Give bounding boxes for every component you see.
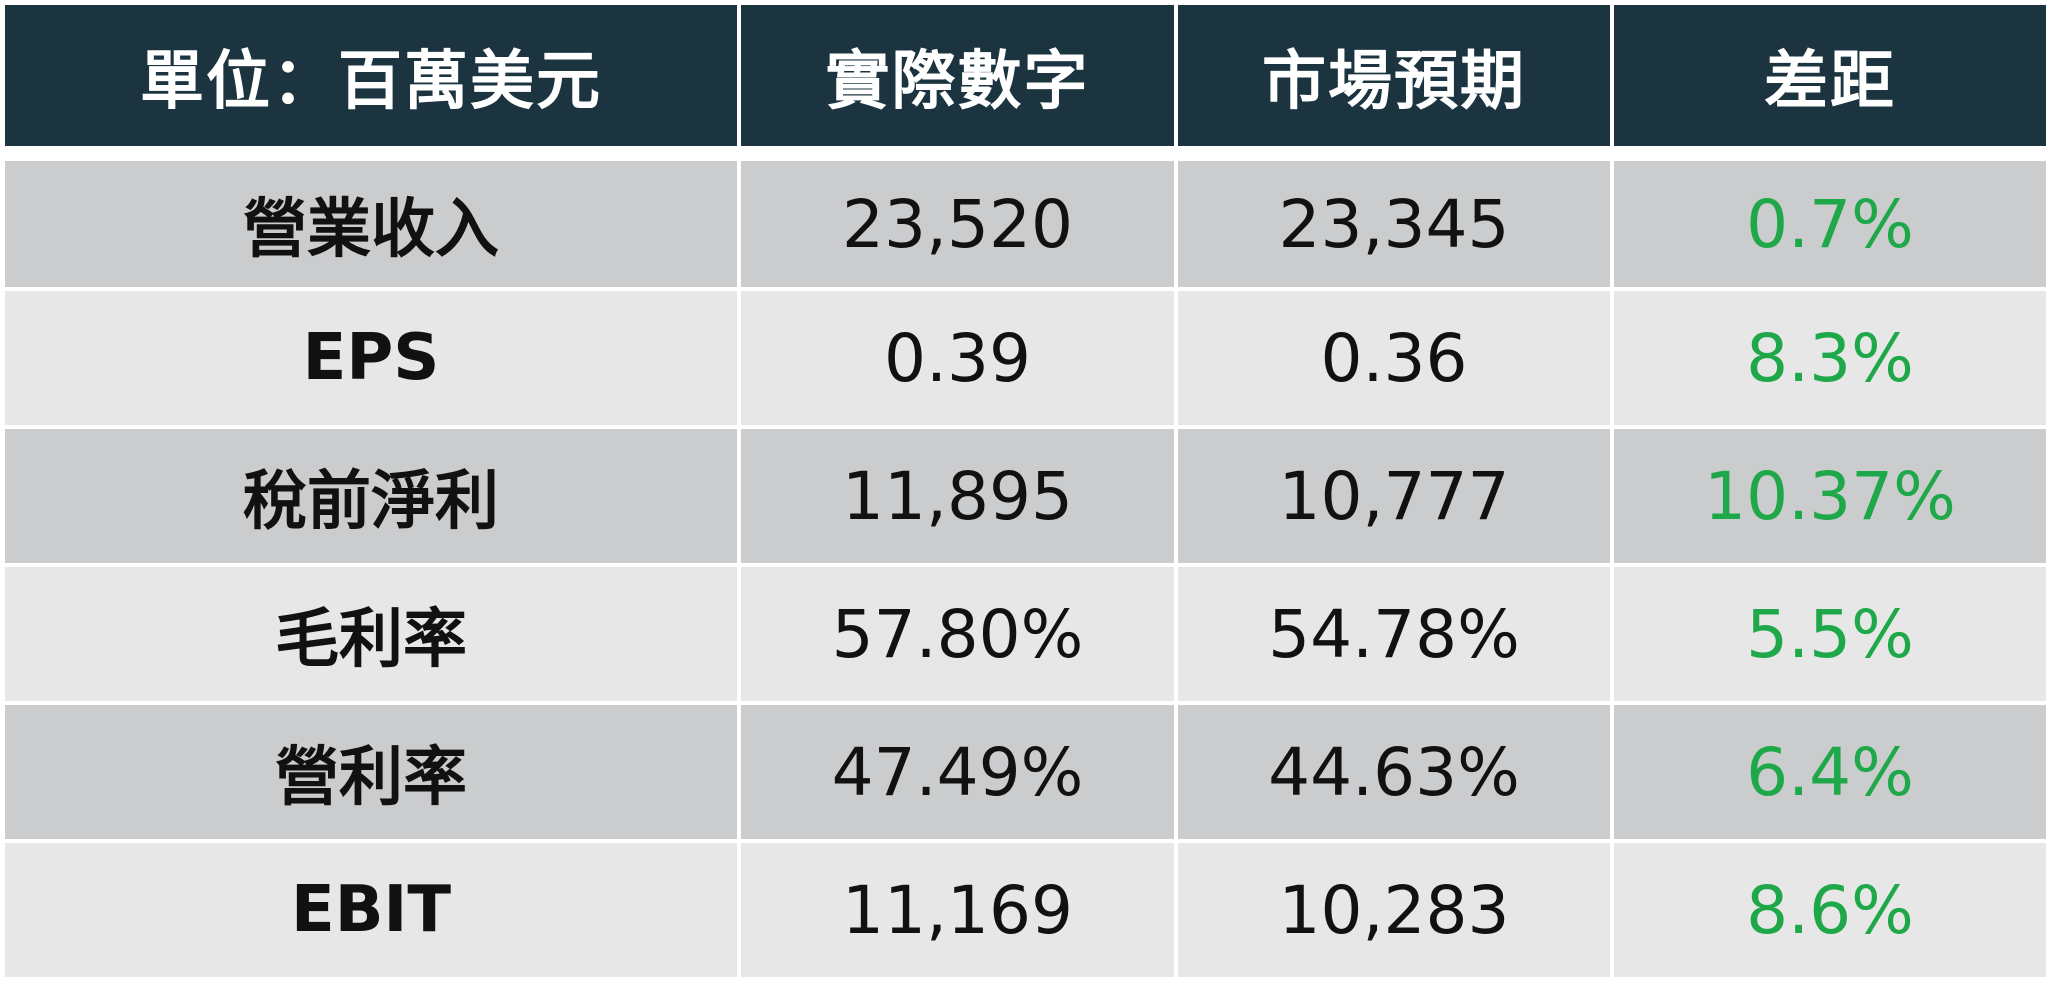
row-label: 營利率	[5, 705, 737, 839]
expected-value: 10,777	[1178, 429, 1610, 563]
expected-value: 23,345	[1178, 161, 1610, 287]
row-label: EBIT	[5, 843, 737, 977]
actual-value: 47.49%	[741, 705, 1174, 839]
header-expected: 市場預期	[1178, 5, 1610, 146]
expected-value: 44.63%	[1178, 705, 1610, 839]
actual-value: 11,169	[741, 843, 1174, 977]
actual-value: 57.80%	[741, 567, 1174, 701]
header-diff: 差距	[1614, 5, 2046, 146]
expected-value: 0.36	[1178, 291, 1610, 425]
diff-value: 0.7%	[1614, 161, 2046, 287]
actual-value: 0.39	[741, 291, 1174, 425]
row-label: 營業收入	[5, 161, 737, 287]
actual-value: 11,895	[741, 429, 1174, 563]
row-label: 毛利率	[5, 567, 737, 701]
header-unit: 單位：百萬美元	[5, 5, 737, 146]
row-label: 稅前淨利	[5, 429, 737, 563]
diff-value: 10.37%	[1614, 429, 2046, 563]
diff-value: 8.3%	[1614, 291, 2046, 425]
row-label: EPS	[5, 291, 737, 425]
actual-value: 23,520	[741, 161, 1174, 287]
diff-value: 5.5%	[1614, 567, 2046, 701]
header-actual: 實際數字	[741, 5, 1174, 146]
diff-value: 8.6%	[1614, 843, 2046, 977]
expected-value: 54.78%	[1178, 567, 1610, 701]
diff-value: 6.4%	[1614, 705, 2046, 839]
expected-value: 10,283	[1178, 843, 1610, 977]
